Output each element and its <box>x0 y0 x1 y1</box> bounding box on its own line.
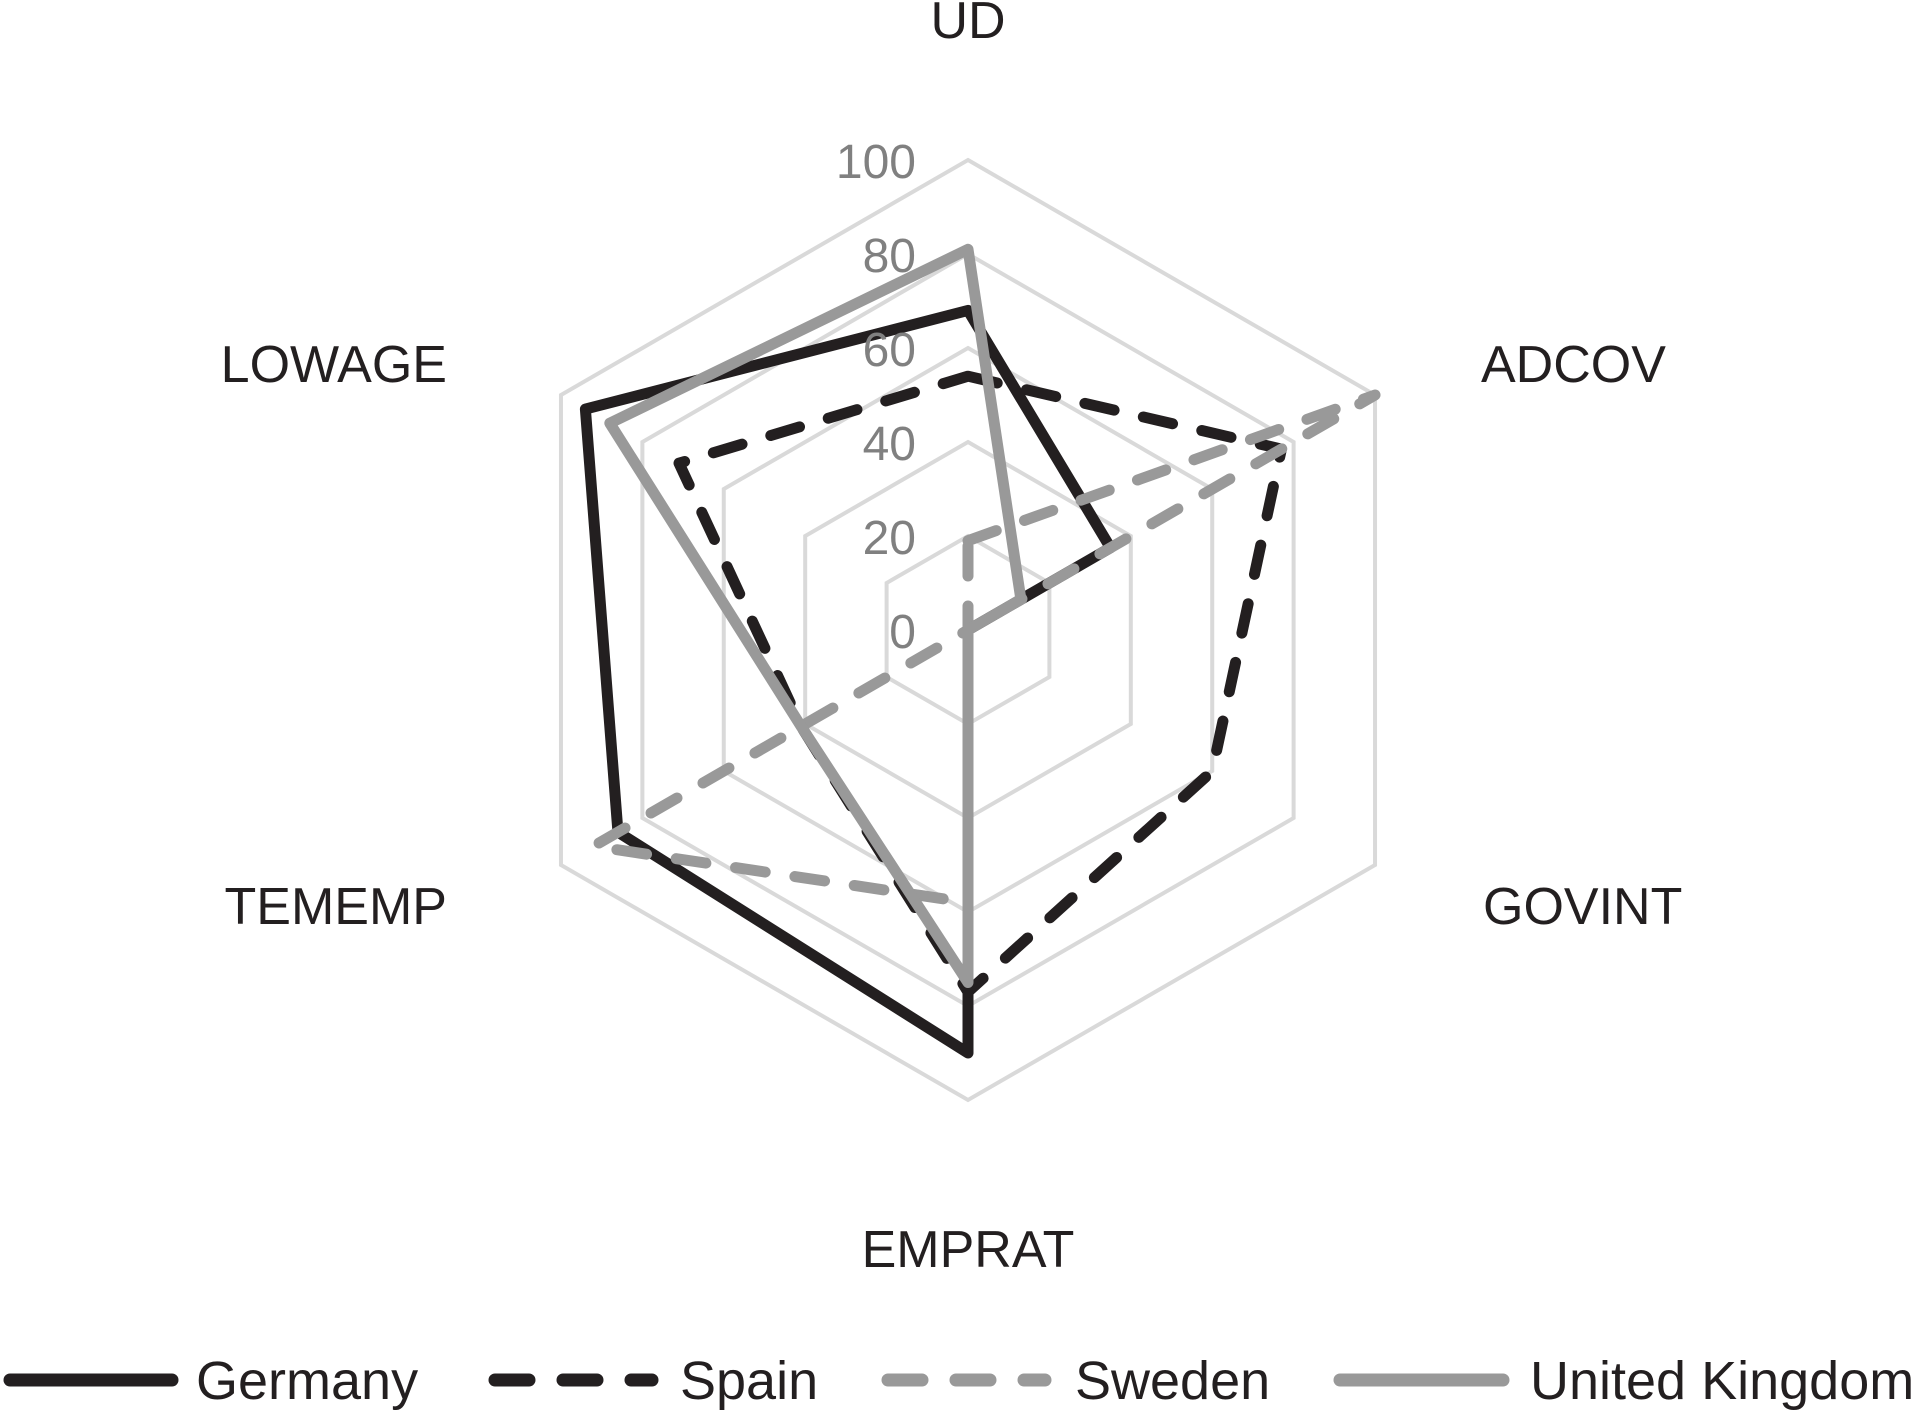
axis-label-adcov: ADCOV <box>1481 336 1666 394</box>
radar-tick-labels: 0 20 40 60 80 100 <box>836 136 916 659</box>
series-line-sweden <box>588 389 1381 909</box>
tick-label-80: 80 <box>863 230 916 283</box>
legend-label-sweden: Sweden <box>1075 1351 1270 1410</box>
tick-label-100: 100 <box>836 136 916 189</box>
radar-series <box>579 243 1381 1059</box>
radar-axis-labels: UD ADCOV GOVINT EMPRAT TEMEMP LOWAGE <box>221 0 1683 1279</box>
tick-label-40: 40 <box>863 418 916 471</box>
legend-label-spain: Spain <box>680 1351 818 1410</box>
legend-label-germany: Germany <box>196 1351 418 1410</box>
legend-label-united-kingdom: United Kingdom <box>1530 1351 1914 1410</box>
tick-label-0: 0 <box>889 606 916 659</box>
tick-label-20: 20 <box>863 512 916 565</box>
axis-label-tememp: TEMEMP <box>225 878 447 936</box>
series-line-united-kingdom <box>604 243 1027 988</box>
axis-label-emprat: EMPRAT <box>862 1221 1075 1279</box>
axis-label-lowage: LOWAGE <box>221 336 447 394</box>
axis-label-ud: UD <box>930 0 1005 50</box>
tick-label-60: 60 <box>863 324 916 377</box>
chart-legend: Germany Spain Sweden United Kingdom <box>3 1351 1914 1410</box>
axis-label-govint: GOVINT <box>1483 878 1682 936</box>
